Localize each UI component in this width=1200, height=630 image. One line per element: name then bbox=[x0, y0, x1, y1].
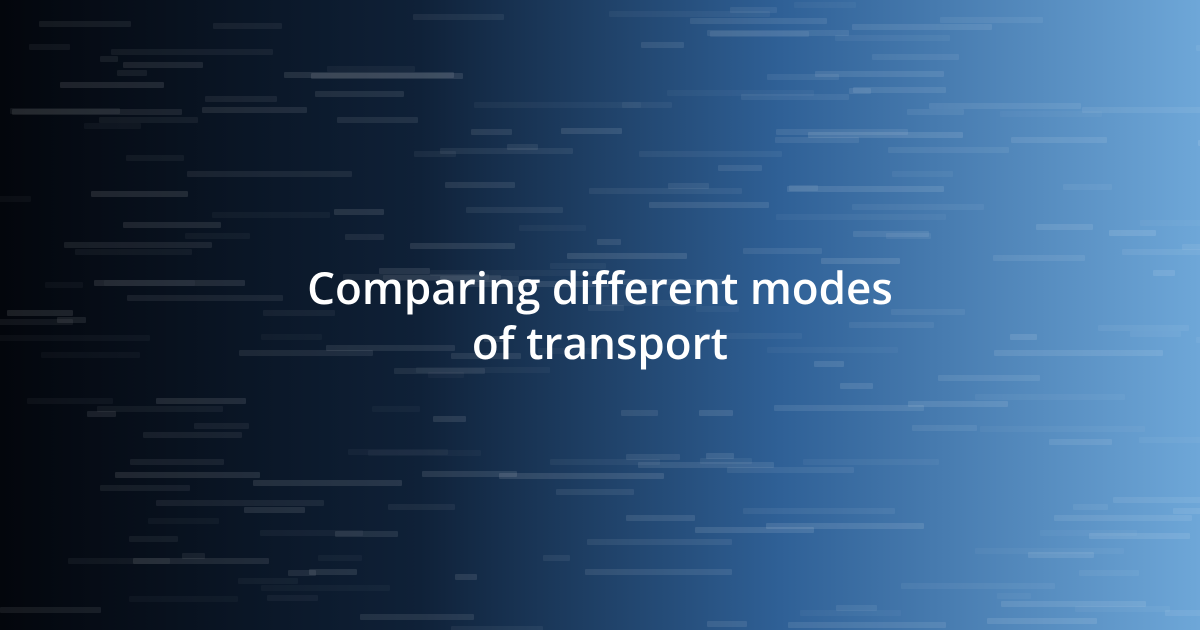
hero-banner: Comparing different modes of transport bbox=[0, 0, 1200, 630]
page-title: Comparing different modes of transport bbox=[307, 260, 893, 370]
